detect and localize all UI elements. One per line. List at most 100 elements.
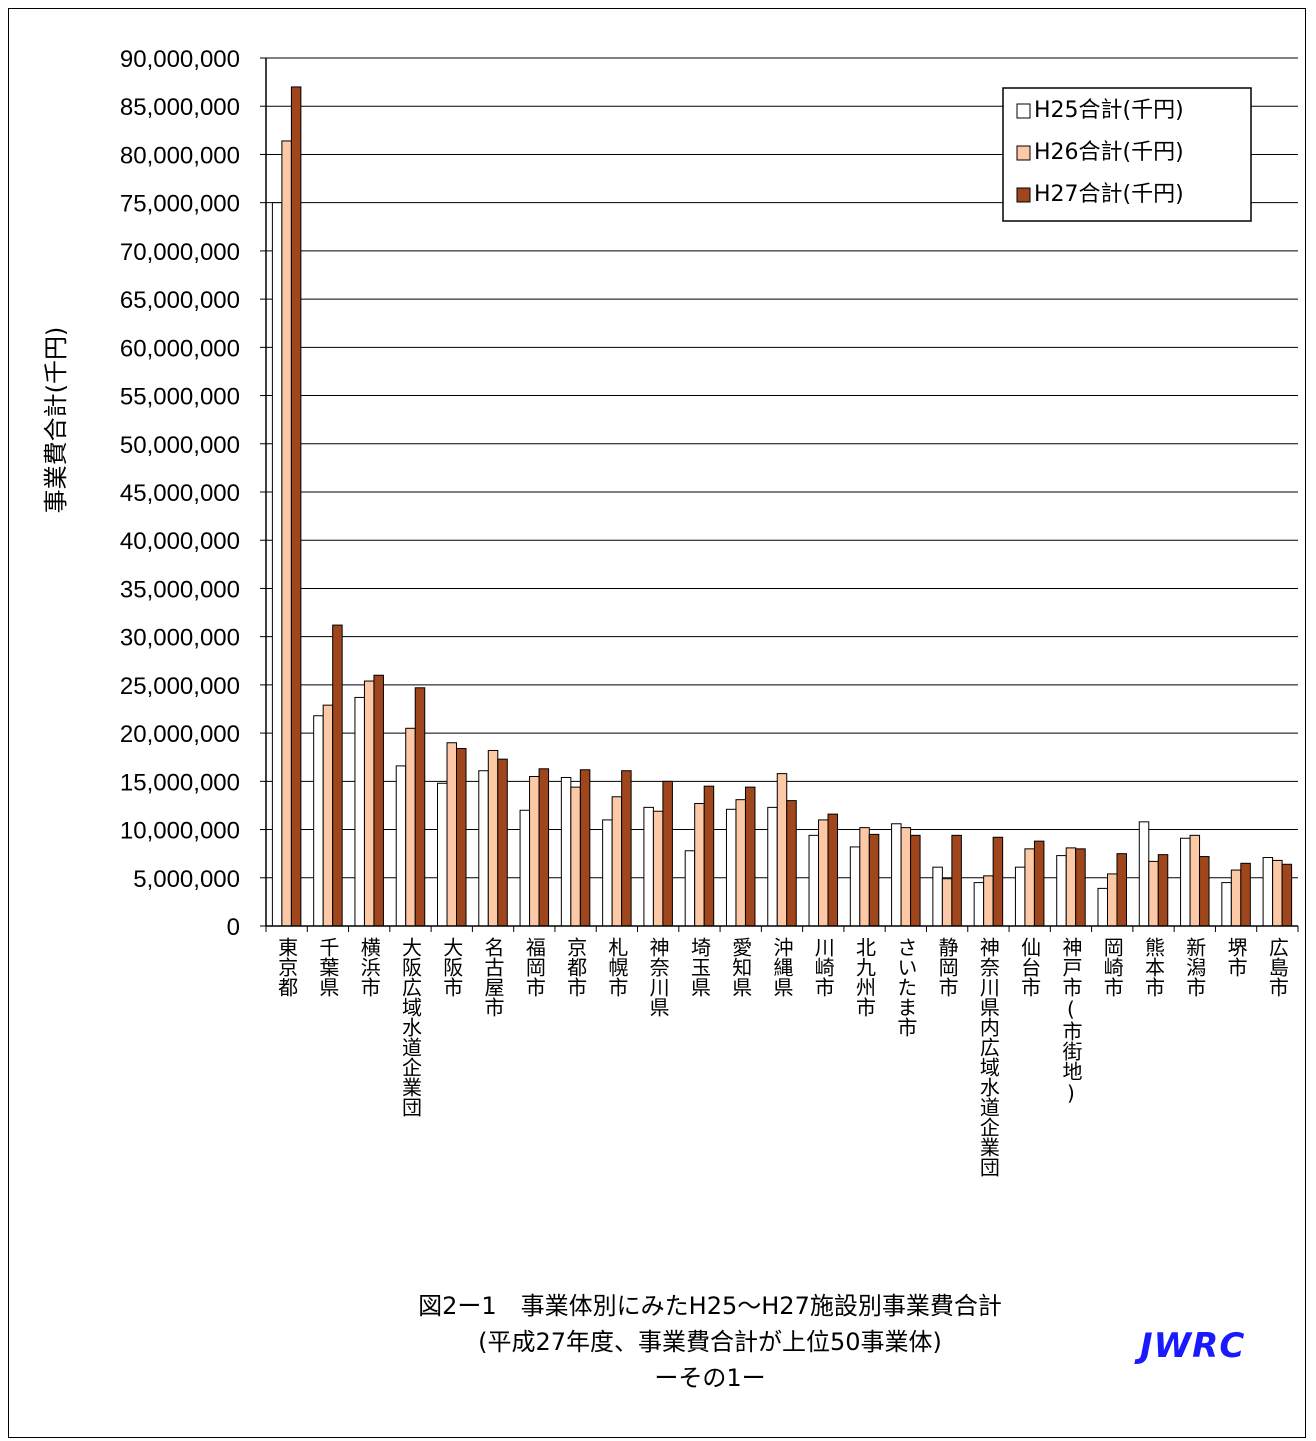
- y-tick-label: 85,000,000: [120, 94, 240, 121]
- bar: [859, 827, 870, 927]
- bar: [602, 819, 613, 927]
- y-tick-label: 35,000,000: [120, 576, 240, 603]
- caption-line-2: (平成27年度、事業費合計が上位50事業体): [478, 1328, 942, 1356]
- x-tick-label: 大阪市: [440, 937, 464, 997]
- bar: [560, 776, 572, 927]
- y-tick-label: 80,000,000: [120, 142, 240, 169]
- x-axis-labels: 東京都 千葉県 横浜市 大阪広域水道企業団 大阪市 名古屋市 福岡市 京都市 札幌市 神奈川県 埼玉…: [275, 937, 1290, 1177]
- legend-label: H25合計(千円): [1034, 98, 1184, 123]
- x-tick-label: 熊本市: [1142, 937, 1166, 997]
- y-tick-label: 15,000,000: [120, 769, 240, 796]
- bar: [951, 834, 962, 927]
- x-tick-label: 静岡市: [935, 937, 959, 997]
- bar: [818, 819, 829, 927]
- bar: [694, 803, 705, 927]
- bar: [1240, 862, 1251, 927]
- bar: [827, 813, 839, 927]
- bar: [808, 834, 820, 927]
- bar: [1199, 856, 1210, 927]
- bar: [456, 748, 467, 927]
- x-tick-label: 大阪広域水道企業団: [398, 937, 422, 1117]
- bar: [373, 674, 384, 927]
- bar: [932, 866, 943, 927]
- bar: [437, 782, 448, 927]
- y-tick-label: 10,000,000: [120, 818, 240, 845]
- bar: [776, 773, 788, 927]
- x-tick-label: 新潟市: [1183, 937, 1207, 997]
- x-tick-label: さいたま市: [894, 937, 918, 1037]
- bar: [662, 780, 673, 927]
- bar: [868, 833, 880, 927]
- bar: [313, 715, 324, 927]
- bar: [405, 727, 416, 927]
- bar: [849, 846, 861, 927]
- y-tick-label: 5,000,000: [133, 866, 240, 893]
- bar: [1106, 873, 1118, 927]
- legend-swatch: [1016, 145, 1031, 161]
- bar: [363, 680, 375, 927]
- x-tick-label: 横浜市: [357, 937, 381, 997]
- legend: H25合計(千円) H26合計(千円) H27合計(千円): [1002, 87, 1252, 222]
- bar: [281, 140, 292, 927]
- bar: [1116, 853, 1127, 927]
- y-tick-label: 40,000,000: [120, 528, 240, 555]
- bar: [643, 806, 654, 927]
- y-tick-label: 20,000,000: [120, 721, 240, 748]
- y-tick-label: 0: [227, 914, 240, 941]
- x-tick-label: 川崎市: [811, 937, 835, 997]
- bar: [992, 836, 1004, 927]
- y-tick-label: 75,000,000: [120, 191, 240, 218]
- legend-label: H26合計(千円): [1034, 140, 1184, 165]
- bar: [519, 809, 531, 927]
- bar: [579, 769, 591, 927]
- y-tick-label: 55,000,000: [120, 384, 240, 411]
- bar: [684, 850, 696, 927]
- bar: [497, 758, 508, 927]
- bar: [1221, 882, 1232, 927]
- bar: [1148, 860, 1159, 927]
- bar: [570, 786, 581, 927]
- bar: [973, 882, 985, 927]
- x-tick-label: 仙台市: [1018, 937, 1042, 997]
- bar: [735, 799, 746, 927]
- bar: [529, 776, 540, 927]
- bar: [395, 765, 407, 927]
- bar: [354, 696, 365, 927]
- bar: [983, 875, 994, 927]
- bar: [786, 800, 797, 927]
- bar: [703, 785, 715, 927]
- bar: [900, 827, 912, 927]
- x-tick-label: 福岡市: [522, 937, 546, 997]
- bar: [725, 808, 737, 927]
- legend-box: [1002, 87, 1252, 222]
- bar: [271, 202, 283, 927]
- x-tick-label: 愛知県: [729, 937, 753, 997]
- x-tick-label: 東京都: [275, 937, 299, 997]
- bar: [621, 770, 632, 927]
- legend-swatch: [1016, 187, 1031, 203]
- bar: [652, 810, 664, 927]
- x-tick-label: 埼玉県: [687, 937, 711, 997]
- bar: [1056, 855, 1067, 927]
- y-tick-label: 90,000,000: [120, 46, 240, 73]
- y-tick-label: 60,000,000: [120, 335, 240, 362]
- x-tick-label: 堺市: [1224, 937, 1248, 977]
- x-tick-label: 岡崎市: [1100, 937, 1124, 997]
- bar: [910, 834, 921, 927]
- y-tick-label: 70,000,000: [120, 239, 240, 266]
- y-tick-label: 25,000,000: [120, 673, 240, 700]
- x-tick-label: 札幌市: [605, 937, 629, 997]
- bar: [1272, 859, 1283, 927]
- bar: [332, 624, 343, 927]
- y-tick-label: 30,000,000: [120, 625, 240, 652]
- bar: [1230, 869, 1242, 927]
- bar: [1138, 821, 1150, 927]
- bar: [611, 796, 623, 927]
- bar: [941, 878, 953, 927]
- x-tick-label: 千葉県: [316, 937, 340, 997]
- bar: [414, 687, 426, 927]
- bar: [767, 806, 778, 927]
- y-tick-label: 65,000,000: [120, 287, 240, 314]
- x-tick-label: 名古屋市: [481, 937, 505, 1017]
